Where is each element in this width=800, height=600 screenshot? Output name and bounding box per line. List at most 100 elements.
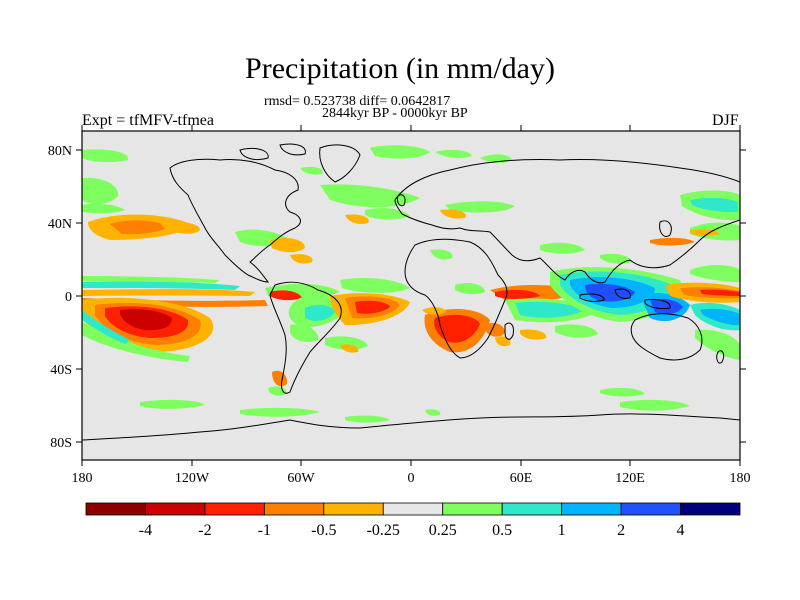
colorbar-label: -4 — [139, 522, 152, 539]
colorbar-label: -0.25 — [367, 522, 400, 539]
x-tick-label: 60W — [287, 471, 315, 486]
coastline — [644, 299, 671, 310]
anomaly-area — [340, 344, 359, 353]
x-tick-label: 180 — [72, 471, 93, 486]
x-tick-label: 60E — [510, 471, 533, 486]
coastline — [394, 158, 740, 284]
anomaly-area — [690, 265, 740, 282]
y-tick-label: 80N — [48, 144, 72, 159]
experiment-label: Expt = tfMFV-tfmea — [82, 112, 214, 129]
colorbar-swatch — [145, 502, 206, 516]
anomaly-area — [422, 307, 446, 315]
season-label: DJF — [712, 112, 739, 129]
colorbar-swatch — [442, 502, 503, 516]
anomaly-area — [82, 177, 119, 205]
anomaly-area — [140, 399, 205, 409]
colorbar-label: -1 — [258, 522, 271, 539]
stats-line: rmsd= 0.523738 diff= 0.0642817 — [264, 94, 451, 109]
anomaly-area — [240, 407, 320, 417]
map-title: Precipitation (in mm/day) — [245, 52, 555, 85]
x-tick-label: 180 — [730, 471, 751, 486]
x-tick-label: 120W — [175, 471, 210, 486]
colorbar-label: 0.25 — [429, 522, 457, 539]
coastline — [239, 147, 269, 161]
colorbar-label: 0.5 — [492, 522, 512, 539]
anomaly-area — [555, 324, 598, 338]
anomaly-area — [585, 283, 635, 302]
colorbar-swatch — [382, 502, 444, 516]
colorbar-swatch — [85, 502, 146, 516]
colorbar-swatch — [323, 502, 384, 516]
anomaly-area — [270, 237, 305, 253]
anomaly-area — [345, 214, 369, 225]
anomaly-area — [445, 201, 515, 213]
anomaly-area — [305, 304, 335, 321]
coastline — [579, 293, 605, 302]
y-tick-label: 80S — [50, 436, 72, 451]
colorbar-swatch — [561, 502, 622, 516]
anomaly-area — [540, 242, 585, 254]
colorbar-swatch — [204, 502, 265, 516]
anomaly-area — [160, 221, 200, 234]
colorbar — [85, 502, 741, 516]
coastline — [404, 238, 508, 359]
coastline — [630, 313, 703, 361]
anomaly-area — [435, 149, 472, 159]
anomaly-area — [110, 220, 168, 235]
colorbar-swatch — [263, 502, 325, 516]
anomaly-area — [82, 149, 129, 163]
y-ticks — [76, 149, 746, 443]
coastline — [279, 143, 306, 156]
coastline — [659, 220, 672, 237]
y-tick-label: 40N — [48, 217, 72, 232]
anomaly-area — [82, 276, 220, 283]
anomaly-area — [440, 209, 466, 219]
coastline — [82, 413, 740, 460]
coastline — [716, 350, 725, 364]
anomaly-area — [270, 290, 302, 301]
coastline — [169, 158, 301, 283]
anomaly-area — [700, 289, 740, 296]
anomaly-area — [600, 387, 645, 397]
anomaly-area — [290, 254, 313, 264]
coastlines — [82, 143, 740, 460]
anomaly-area — [520, 329, 547, 340]
coastline — [397, 194, 406, 207]
anomaly-area — [650, 237, 695, 246]
anomaly-area — [82, 322, 190, 362]
anomaly-area — [365, 207, 410, 220]
colorbar-label: 1 — [558, 522, 566, 539]
precip-anomaly-field — [82, 145, 740, 423]
colorbar-swatch — [680, 502, 741, 516]
anomaly-area — [430, 249, 453, 260]
anomaly-area — [325, 336, 368, 350]
colorbar-swatch — [501, 502, 563, 516]
anomaly-area — [82, 310, 130, 344]
y-tick-label: 0 — [65, 290, 72, 305]
anomaly-area — [695, 329, 740, 360]
colorbar-label: -2 — [198, 522, 211, 539]
anomaly-area — [700, 308, 740, 326]
anomaly-area — [455, 282, 485, 295]
x-ticks — [81, 125, 741, 466]
anomaly-area — [82, 281, 240, 290]
anomaly-area — [620, 399, 690, 411]
coastline — [614, 288, 631, 299]
x-tick-label: 0 — [408, 471, 415, 486]
anomaly-area — [82, 203, 125, 214]
anomaly-area — [340, 277, 410, 293]
anomaly-area — [690, 197, 738, 213]
anomaly-area — [370, 145, 430, 159]
anomaly-area — [290, 324, 319, 343]
colorbar-swatch — [620, 502, 681, 516]
coastline — [504, 322, 514, 340]
anomaly-area — [515, 301, 585, 318]
anomaly-area — [650, 298, 683, 315]
x-tick-label: 120E — [615, 471, 645, 486]
coastline — [269, 281, 342, 394]
colorbar-label: 4 — [677, 522, 685, 539]
coastline — [319, 144, 361, 183]
anomaly-area — [425, 409, 441, 416]
anomaly-area — [120, 309, 172, 331]
